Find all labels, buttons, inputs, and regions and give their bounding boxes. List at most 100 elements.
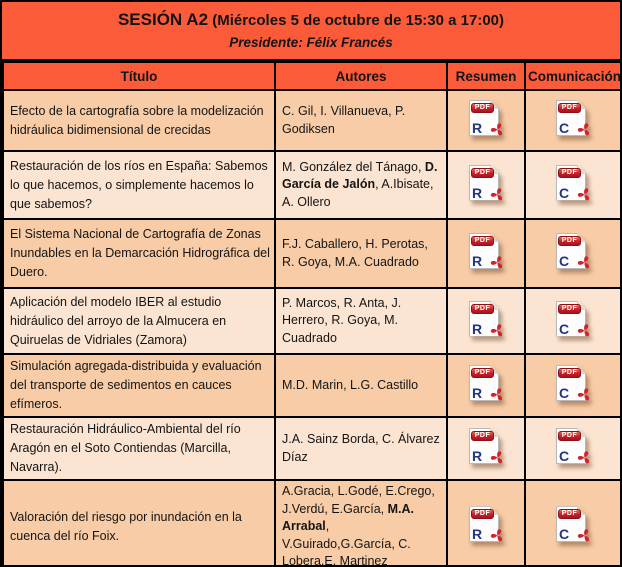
- paper-authors: C. Gil, I. Villanueva, P. Godiksen: [274, 89, 448, 152]
- resumen-pdf-link[interactable]: PDF R: [469, 428, 503, 466]
- pdf-folded-corner-icon: [490, 100, 499, 109]
- pdf-folded-corner-icon: [490, 300, 499, 310]
- resumen-letter: R: [472, 253, 483, 269]
- comunicacion-letter: C: [559, 320, 570, 337]
- papers-table: Título Autores Resumen Comunicación Efec…: [2, 61, 620, 567]
- comunicacion-letter: C: [559, 448, 570, 464]
- comunicacion-cell: PDF C: [524, 89, 620, 152]
- resumen-pdf-link[interactable]: PDF R: [469, 233, 503, 271]
- resumen-cell: PDF R: [446, 479, 526, 565]
- comunicacion-cell: PDF C: [524, 479, 620, 565]
- authors-text: F.J. Caballero, H. Perotas, R. Goya, M.A…: [282, 237, 428, 269]
- pdf-folded-corner-icon: [577, 365, 586, 374]
- adobe-reader-swirl-icon: [577, 323, 590, 336]
- comunicacion-pdf-link[interactable]: PDF C: [556, 164, 590, 203]
- session-president: Presidente: Félix Francés: [229, 35, 393, 50]
- table-row: Restauración Hidráulico-Ambiental del rí…: [2, 416, 620, 481]
- adobe-reader-swirl-icon: [577, 123, 590, 136]
- pdf-folded-corner-icon: [577, 164, 586, 174]
- comunicacion-cell: PDF C: [524, 150, 620, 220]
- pdf-badge: PDF: [471, 509, 494, 520]
- session-code: SESIÓN A2: [117, 10, 209, 29]
- table-row: Simulación agregada-distribuida y evalua…: [2, 353, 620, 418]
- pdf-badge: PDF: [471, 303, 494, 314]
- resumen-pdf-link[interactable]: PDF R: [469, 365, 503, 403]
- pdf-folded-corner-icon: [490, 164, 499, 174]
- pdf-folded-corner-icon: [577, 506, 586, 516]
- comunicacion-pdf-link[interactable]: PDF C: [556, 428, 590, 466]
- pdf-folded-corner-icon: [577, 100, 586, 109]
- resumen-pdf-link[interactable]: PDF R: [469, 100, 503, 138]
- resumen-cell: PDF R: [446, 150, 526, 220]
- pdf-badge: PDF: [558, 103, 581, 113]
- authors-text-bold: M.A. Arrabal: [282, 501, 414, 534]
- pdf-badge: PDF: [558, 236, 581, 246]
- pdf-badge: PDF: [471, 103, 494, 113]
- paper-title: Restauración de los ríos en España: Sabe…: [2, 150, 276, 220]
- resumen-cell: PDF R: [446, 89, 526, 152]
- authors-text: A.Gracia, L.Godé, E.Crego, J.Verdú, E.Ga…: [282, 484, 435, 516]
- session-schedule: (Miércoles 5 de octubre de 15:30 a 17:00…: [212, 12, 505, 29]
- session-banner: SESIÓN A2 (Miércoles 5 de octubre de 15:…: [2, 2, 620, 61]
- adobe-reader-swirl-icon: [577, 451, 590, 464]
- pdf-folded-corner-icon: [577, 233, 586, 242]
- paper-authors: A.Gracia, L.Godé, E.Crego, J.Verdú, E.Ga…: [274, 479, 448, 567]
- adobe-reader-swirl-icon: [577, 187, 590, 200]
- pdf-folded-corner-icon: [490, 365, 499, 374]
- pdf-badge: PDF: [558, 167, 581, 178]
- comunicacion-letter: C: [559, 120, 570, 136]
- adobe-reader-swirl-icon: [490, 529, 503, 542]
- comunicacion-pdf-link[interactable]: PDF C: [556, 506, 590, 544]
- resumen-letter: R: [472, 320, 483, 337]
- comunicacion-pdf-link[interactable]: PDF C: [556, 100, 590, 138]
- adobe-reader-swirl-icon: [490, 451, 503, 464]
- paper-authors: P. Marcos, R. Anta, J. Herrero, R. Goya,…: [274, 287, 448, 355]
- pdf-badge: PDF: [558, 431, 581, 441]
- resumen-pdf-link[interactable]: PDF R: [469, 300, 503, 339]
- column-header-comunicacion: Comunicación: [524, 61, 620, 91]
- resumen-pdf-link[interactable]: PDF R: [469, 506, 503, 544]
- resumen-cell: PDF R: [446, 287, 526, 355]
- adobe-reader-swirl-icon: [490, 388, 503, 401]
- table-row: El Sistema Nacional de Cartografía de Zo…: [2, 218, 620, 289]
- adobe-reader-swirl-icon: [490, 323, 503, 336]
- authors-text: , V.Guirado,G.García, C. Lobera,E. Marti…: [282, 519, 411, 567]
- paper-authors: M. González del Tánago, D. García de Jal…: [274, 150, 448, 220]
- paper-authors: F.J. Caballero, H. Perotas, R. Goya, M.A…: [274, 218, 448, 289]
- resumen-letter: R: [472, 526, 483, 543]
- authors-text: J.A. Sainz Borda, C. Álvarez Díaz: [282, 432, 440, 464]
- resumen-pdf-link[interactable]: PDF R: [469, 164, 503, 203]
- resumen-letter: R: [472, 448, 483, 464]
- authors-text: C. Gil, I. Villanueva, P. Godiksen: [282, 104, 406, 136]
- paper-title: Aplicación del modelo IBER al estudio hi…: [2, 287, 276, 355]
- authors-text: , A.Ibisate, A. Ollero: [282, 177, 434, 209]
- paper-title: Restauración Hidráulico-Ambiental del rí…: [2, 416, 276, 481]
- table-header-row: Título Autores Resumen Comunicación: [2, 61, 620, 91]
- pdf-folded-corner-icon: [490, 428, 499, 437]
- paper-title: Efecto de la cartografía sobre la modeli…: [2, 89, 276, 152]
- adobe-reader-swirl-icon: [490, 256, 503, 269]
- comunicacion-pdf-link[interactable]: PDF C: [556, 233, 590, 271]
- pdf-folded-corner-icon: [490, 506, 499, 516]
- comunicacion-pdf-link[interactable]: PDF C: [556, 365, 590, 403]
- comunicacion-cell: PDF C: [524, 353, 620, 418]
- authors-text: M. González del Tánago,: [282, 159, 425, 174]
- authors-text-bold: D. García de Jalón: [282, 159, 438, 192]
- table-row: Valoración del riesgo por inundación en …: [2, 479, 620, 567]
- comunicacion-letter: C: [559, 526, 570, 543]
- resumen-letter: R: [472, 184, 483, 201]
- resumen-letter: R: [472, 385, 483, 401]
- pdf-badge: PDF: [471, 167, 494, 178]
- pdf-badge: PDF: [558, 303, 581, 314]
- adobe-reader-swirl-icon: [577, 256, 590, 269]
- comunicacion-pdf-link[interactable]: PDF C: [556, 300, 590, 339]
- comunicacion-letter: C: [559, 385, 570, 401]
- authors-text: P. Marcos, R. Anta, J. Herrero, R. Goya,…: [282, 295, 402, 345]
- table-row: Efecto de la cartografía sobre la modeli…: [2, 89, 620, 152]
- comunicacion-cell: PDF C: [524, 218, 620, 289]
- comunicacion-letter: C: [559, 253, 570, 269]
- comunicacion-cell: PDF C: [524, 287, 620, 355]
- adobe-reader-swirl-icon: [490, 123, 503, 136]
- table-row: Aplicación del modelo IBER al estudio hi…: [2, 287, 620, 355]
